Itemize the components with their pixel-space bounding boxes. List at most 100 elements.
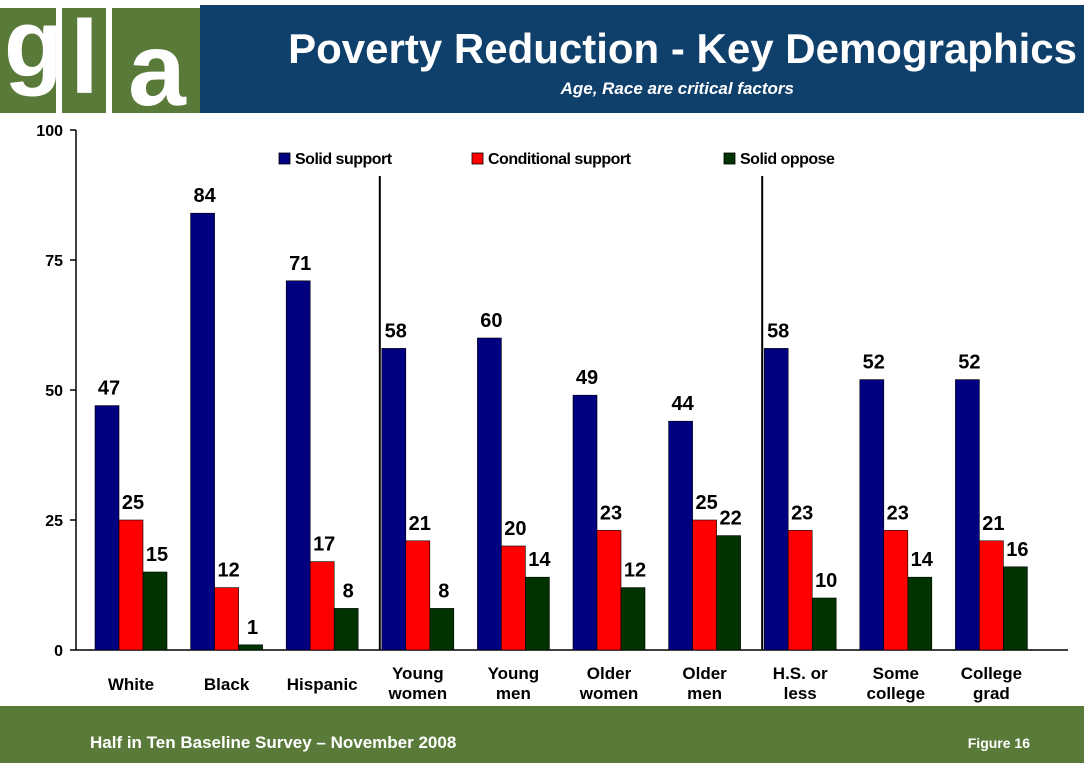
data-label-8-0: 52	[863, 352, 885, 374]
legend-label-0: Solid support	[295, 151, 393, 168]
data-label-0-2: 15	[146, 544, 168, 566]
bar-4-0	[477, 337, 502, 651]
x-category-label-0: White	[108, 675, 154, 694]
data-label-6-2: 22	[719, 508, 741, 530]
data-label-2-2: 8	[343, 580, 354, 602]
legend-label-2: Solid oppose	[740, 151, 835, 168]
data-label-9-0: 52	[958, 352, 980, 374]
data-label-7-0: 58	[767, 320, 789, 342]
data-label-8-1: 23	[887, 502, 909, 524]
bar-2-2	[333, 608, 359, 651]
x-category-label-7-line0: H.S. or	[773, 664, 828, 683]
data-label-7-1: 23	[791, 502, 813, 524]
bar-8-0	[859, 379, 885, 651]
bar-4-2	[525, 576, 550, 651]
bar-7-1	[787, 530, 813, 651]
data-label-6-0: 44	[671, 393, 694, 415]
x-category-label-8-line0: Some	[873, 664, 919, 683]
logo-tile-g	[0, 8, 56, 113]
page-title: Poverty Reduction - Key Demographics	[288, 25, 1077, 72]
bar-1-2	[238, 644, 263, 651]
x-category-label-9-line1: grad	[973, 684, 1010, 703]
y-tick-label-1: 25	[45, 513, 63, 530]
bar-9-2	[1003, 566, 1028, 651]
bar-7-2	[811, 597, 837, 651]
x-category-label-6-line0: Older	[682, 664, 727, 683]
data-label-9-1: 21	[982, 513, 1004, 535]
data-label-5-2: 12	[624, 560, 646, 582]
footer-bar: Half in Ten Baseline Survey – November 2…	[0, 706, 1084, 763]
bar-6-0	[668, 420, 693, 651]
data-label-1-1: 12	[217, 560, 239, 582]
bar-chart: 0 25 50 75 100 Solid support Conditional suppo…	[36, 123, 1068, 703]
bar-6-2	[716, 535, 741, 651]
x-category-label-7-line1: less	[784, 684, 817, 703]
bar-2-0	[285, 280, 311, 651]
bar-9-0	[955, 379, 980, 651]
bar-3-2	[429, 608, 455, 651]
bar-3-0	[381, 348, 407, 651]
bar-5-2	[620, 587, 646, 651]
data-label-7-2: 10	[815, 570, 837, 592]
bar-5-0	[572, 394, 598, 651]
legend-swatch-1	[471, 152, 484, 165]
logo-letter-a: a	[128, 12, 186, 128]
bar-8-2	[907, 576, 933, 651]
bar-8-1	[883, 530, 909, 651]
x-category-label-3-line0: Young	[392, 664, 444, 683]
legend-swatch-0	[278, 152, 291, 165]
data-label-2-1: 17	[313, 534, 335, 556]
x-category-label-5-line0: Older	[587, 664, 632, 683]
y-tick-label-2: 50	[45, 383, 63, 400]
data-label-4-2: 14	[528, 549, 551, 571]
bar-1-0	[190, 212, 215, 651]
page-subtitle: Age, Race are critical factors	[560, 79, 794, 98]
bar-4-1	[501, 545, 526, 651]
data-label-1-2: 1	[247, 617, 258, 639]
bar-6-1	[692, 519, 717, 651]
data-label-5-0: 49	[576, 367, 598, 389]
data-label-4-1: 20	[504, 518, 526, 540]
data-label-3-1: 21	[409, 513, 431, 535]
x-category-label-2: Hispanic	[287, 675, 358, 694]
bar-9-1	[979, 540, 1004, 651]
bar-0-0	[94, 405, 120, 651]
bar-0-2	[142, 571, 168, 651]
data-label-9-2: 16	[1006, 539, 1028, 561]
bar-7-0	[763, 348, 789, 651]
logo-letter-l: l	[70, 0, 99, 116]
bar-1-1	[214, 587, 239, 651]
data-label-0-1: 25	[122, 492, 144, 514]
x-category-label-8-line1: college	[867, 684, 926, 703]
figure-number: Figure 16	[967, 735, 1030, 751]
y-tick-label-3: 75	[45, 253, 63, 270]
x-category-label-6-line1: men	[687, 684, 722, 703]
legend-label-1: Conditional support	[488, 151, 632, 168]
data-label-8-2: 14	[911, 549, 934, 571]
brand-logo: g l a	[0, 0, 200, 128]
bar-2-1	[309, 561, 335, 651]
logo-tile-a	[112, 8, 200, 113]
x-category-label-4-line1: men	[496, 684, 531, 703]
bar-3-1	[405, 540, 431, 651]
x-category-label-9-line0: College	[961, 664, 1022, 683]
y-tick-label-0: 0	[54, 643, 63, 660]
x-category-label-5-line1: women	[579, 684, 639, 703]
data-label-3-2: 8	[438, 580, 449, 602]
data-label-6-1: 25	[695, 492, 717, 514]
data-label-0-0: 47	[98, 378, 120, 400]
data-label-2-0: 71	[289, 253, 311, 275]
y-tick-label-4: 100	[36, 123, 63, 140]
title-banner: Poverty Reduction - Key Demographics Age…	[200, 5, 1084, 113]
x-category-label-4-line0: Young	[488, 664, 540, 683]
bar-5-1	[596, 530, 622, 651]
legend-swatch-2	[723, 152, 736, 165]
x-category-label-3-line1: women	[388, 684, 448, 703]
bar-0-1	[118, 519, 144, 651]
data-label-4-0: 60	[480, 310, 502, 332]
data-label-1-0: 84	[193, 185, 216, 207]
logo-tile-l	[62, 8, 106, 113]
footer-source: Half in Ten Baseline Survey – November 2…	[90, 733, 457, 752]
data-label-5-1: 23	[600, 502, 622, 524]
x-category-label-1: Black	[204, 675, 250, 694]
